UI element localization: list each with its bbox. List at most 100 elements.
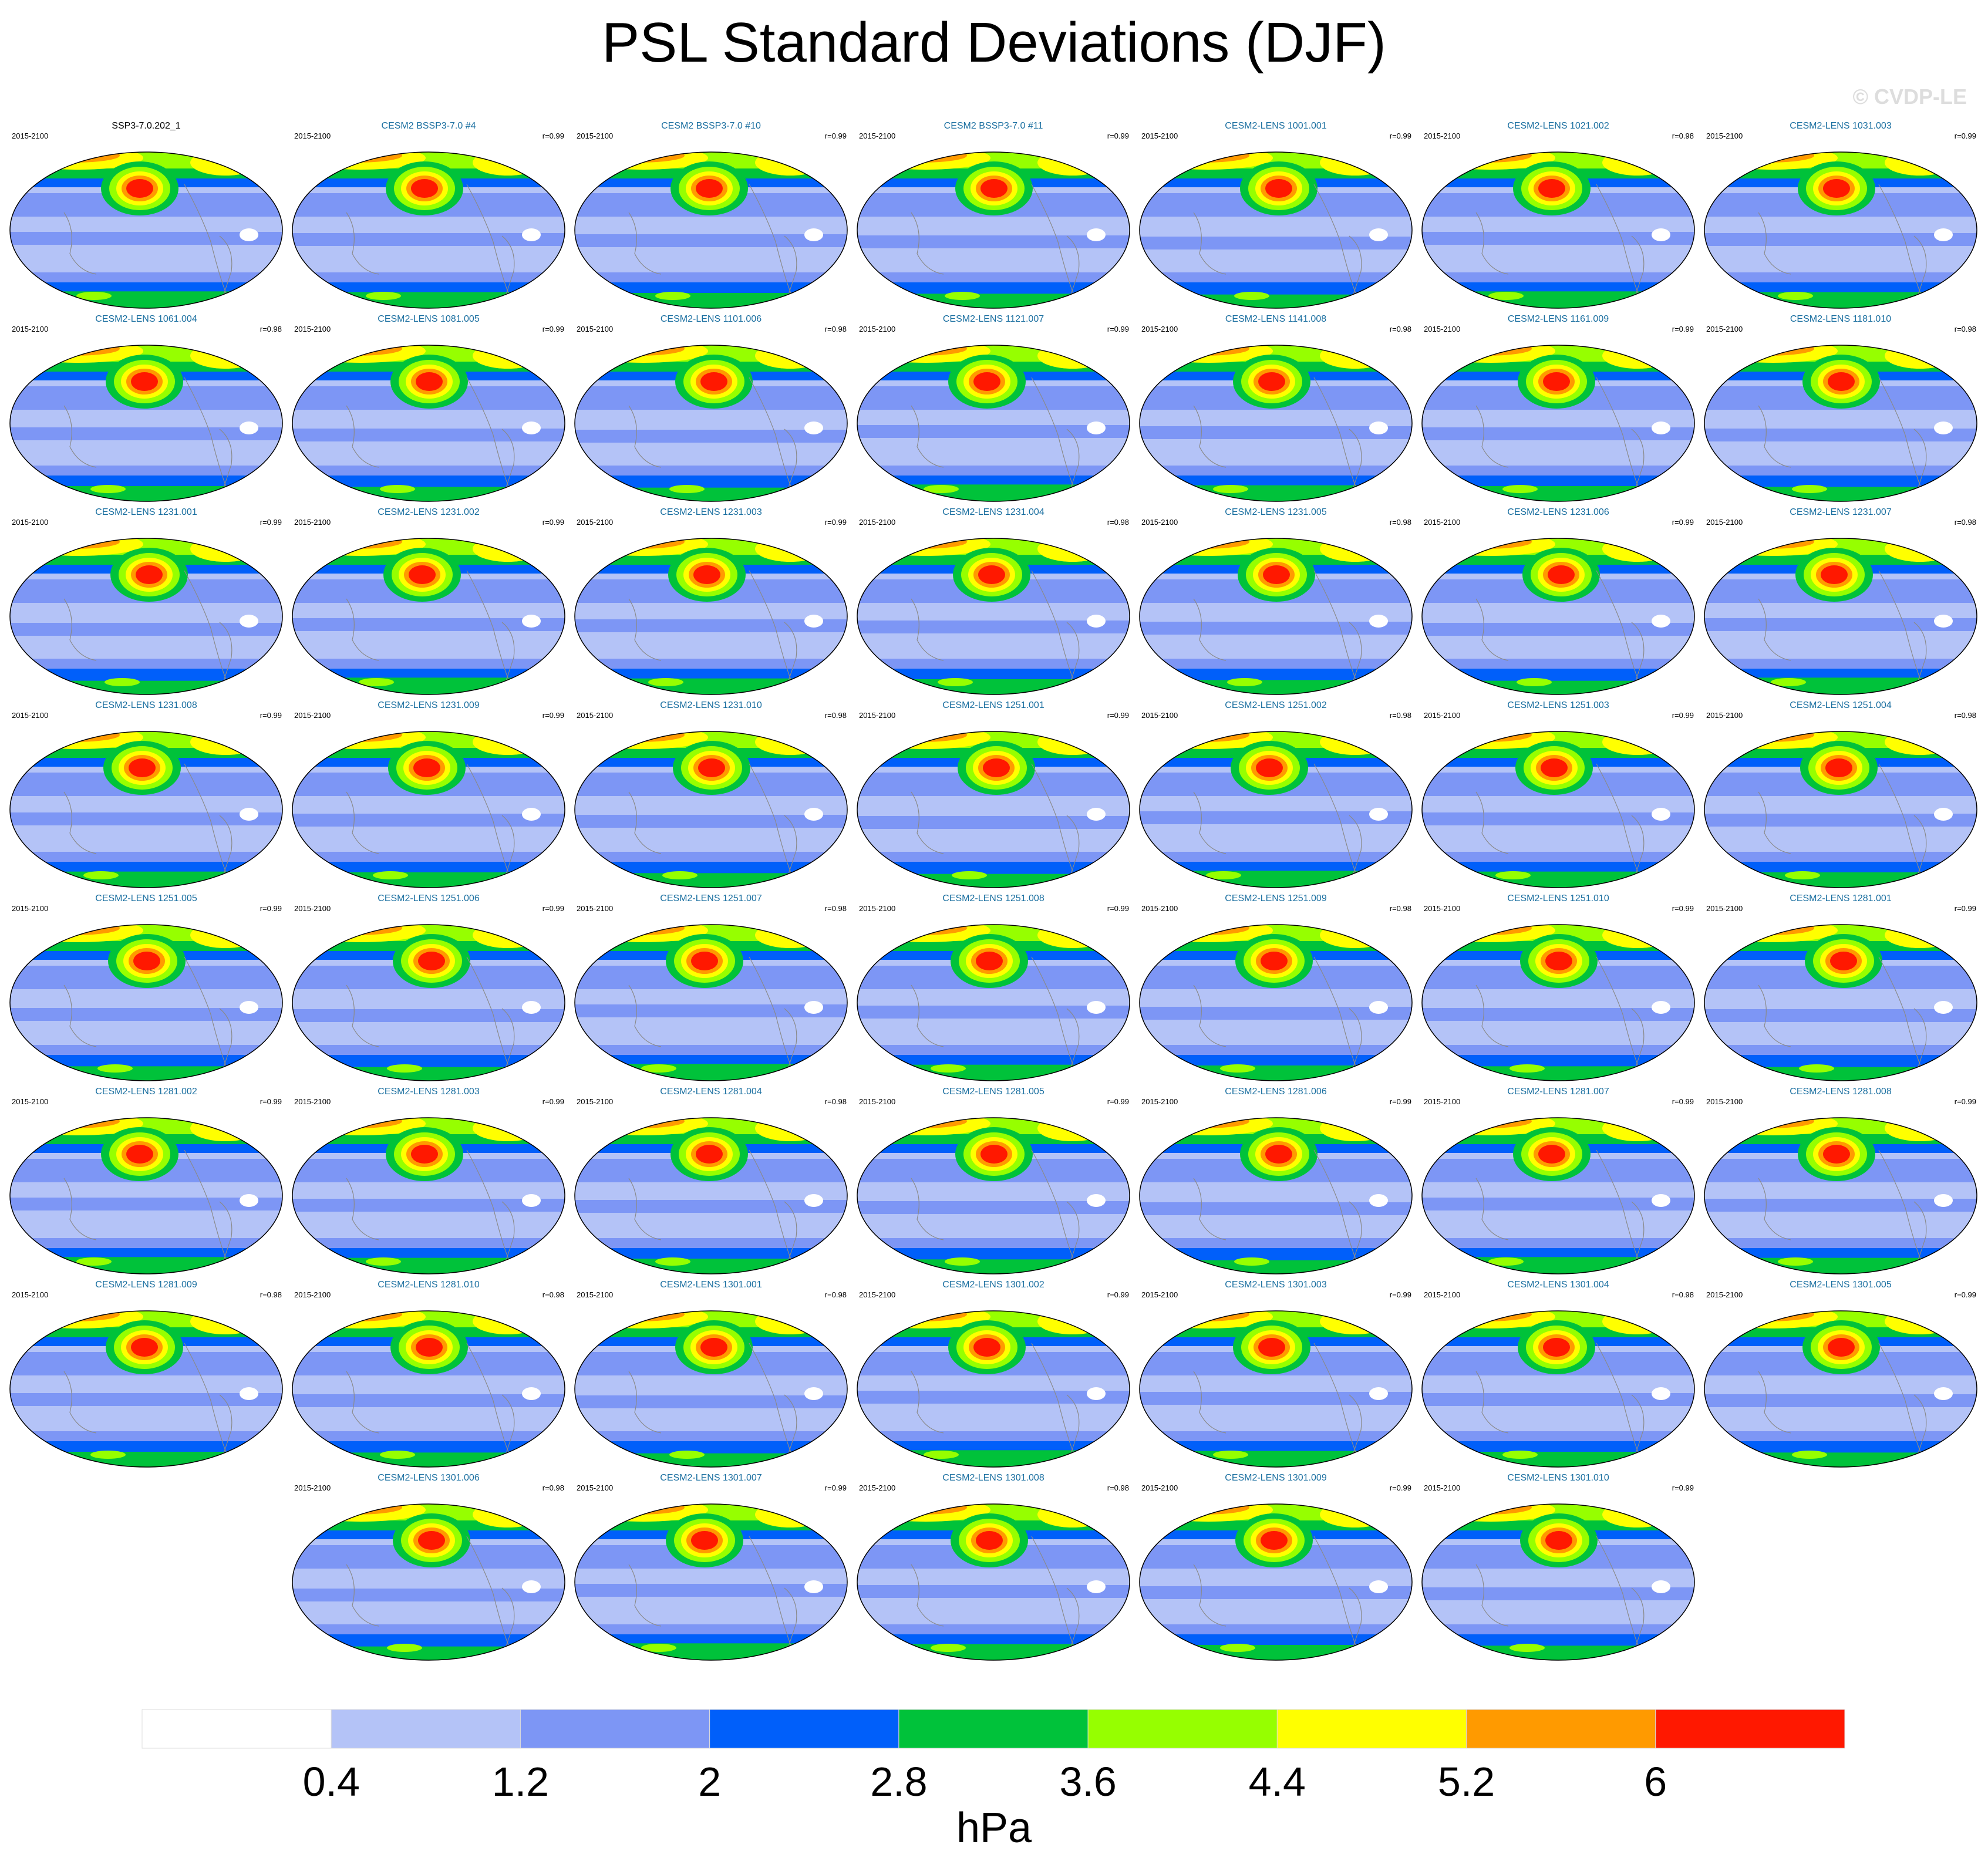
panel-years: 2015-2100: [1424, 1097, 1461, 1106]
panel-years: 2015-2100: [294, 904, 331, 913]
panel-title: CESM2-LENS 1251.002: [1225, 700, 1327, 710]
panel-years: 2015-2100: [294, 518, 331, 527]
psl-stddev-map: [1421, 731, 1695, 888]
map-panel: CESM2-LENS 1281.001 2015-2100 r=0.99: [1703, 891, 1979, 1085]
panel-title: CESM2 BSSP3-7.0 #4: [381, 121, 476, 131]
panel-pattern-correlation: r=0.99: [1672, 711, 1694, 720]
panel-pattern-correlation: r=0.99: [1954, 131, 1976, 140]
map-panel: CESM2-LENS 1231.006 2015-2100 r=0.99: [1420, 505, 1696, 699]
panel-years: 2015-2100: [859, 518, 896, 527]
map-panel: CESM2-LENS 1251.004 2015-2100 r=0.98: [1703, 698, 1979, 892]
colorbar-swatch: [331, 1709, 521, 1749]
panel-title: CESM2-LENS 1251.001: [942, 700, 1044, 710]
psl-stddev-map: [292, 731, 565, 888]
psl-stddev-map: [1139, 151, 1413, 309]
colorbar-swatch: [1466, 1709, 1656, 1749]
map-panel: CESM2 BSSP3-7.0 #11 2015-2100 r=0.99: [855, 119, 1131, 312]
panel-title: CESM2-LENS 1231.002: [378, 507, 480, 517]
colorbar-tick-label: 3.6: [1059, 1759, 1117, 1805]
panel-pattern-correlation: r=0.98: [1389, 325, 1411, 333]
panel-years: 2015-2100: [294, 1097, 331, 1106]
panel-years: 2015-2100: [859, 904, 896, 913]
psl-stddev-map: [1704, 538, 1977, 695]
map-panel: CESM2-LENS 1231.008 2015-2100 r=0.99: [8, 698, 284, 892]
panel-title: CESM2-LENS 1081.005: [378, 314, 480, 324]
panel-years: 2015-2100: [1141, 1483, 1178, 1492]
colorbar-tick-label: 2: [698, 1759, 722, 1805]
panel-title: CESM2-LENS 1251.007: [660, 893, 762, 903]
psl-stddev-map: [1421, 345, 1695, 502]
panel-years: 2015-2100: [859, 131, 896, 140]
map-panel: CESM2-LENS 1031.003 2015-2100 r=0.99: [1703, 119, 1979, 312]
panel-title: CESM2-LENS 1251.010: [1507, 893, 1609, 903]
panel-title: CESM2-LENS 1281.008: [1790, 1087, 1892, 1097]
panel-title: CESM2-LENS 1231.007: [1790, 507, 1892, 517]
map-panel: CESM2-LENS 1281.002 2015-2100 r=0.99: [8, 1084, 284, 1278]
map-panel: CESM2-LENS 1121.007 2015-2100 r=0.99: [855, 312, 1131, 505]
panel-pattern-correlation: r=0.99: [1672, 904, 1694, 913]
panel-title: CESM2-LENS 1301.010: [1507, 1473, 1609, 1483]
map-panel: CESM2-LENS 1251.006 2015-2100 r=0.99: [291, 891, 567, 1085]
map-panel: CESM2-LENS 1251.001 2015-2100 r=0.99: [855, 698, 1131, 892]
psl-stddev-map: [9, 345, 283, 502]
panel-years: 2015-2100: [12, 518, 49, 527]
panel-years: 2015-2100: [577, 131, 614, 140]
panel-years: 2015-2100: [1706, 904, 1743, 913]
map-panel: CESM2-LENS 1301.004 2015-2100 r=0.98: [1420, 1277, 1696, 1471]
panel-pattern-correlation: r=0.99: [1107, 131, 1129, 140]
psl-stddev-map: [1421, 924, 1695, 1081]
panel-years: 2015-2100: [577, 904, 614, 913]
panel-title: CESM2-LENS 1061.004: [95, 314, 197, 324]
map-panel: CESM2-LENS 1231.003 2015-2100 r=0.99: [573, 505, 849, 699]
panel-years: 2015-2100: [294, 1483, 331, 1492]
colorbar-swatch: [898, 1709, 1089, 1749]
colorbar-swatch: [141, 1709, 332, 1749]
panel-title: CESM2-LENS 1231.010: [660, 700, 762, 710]
panel-pattern-correlation: r=0.99: [1389, 131, 1411, 140]
psl-stddev-map: [9, 1310, 283, 1468]
panel-pattern-correlation: r=0.99: [542, 325, 564, 333]
panel-title: CESM2-LENS 1161.009: [1507, 314, 1609, 324]
panel-years: 2015-2100: [1424, 325, 1461, 333]
panel-pattern-correlation: r=0.99: [824, 1483, 847, 1492]
map-panel: CESM2-LENS 1231.007 2015-2100 r=0.98: [1703, 505, 1979, 699]
panel-years: 2015-2100: [294, 325, 331, 333]
panel-title: CESM2-LENS 1231.006: [1507, 507, 1609, 517]
panel-years: 2015-2100: [1141, 711, 1178, 720]
panel-title: CESM2-LENS 1281.009: [95, 1280, 197, 1290]
colorbar-units: hPa: [956, 1805, 1032, 1852]
colorbar-tick-label: 0.4: [302, 1759, 360, 1805]
panel-pattern-correlation: r=0.98: [824, 711, 847, 720]
map-panel: CESM2-LENS 1231.005 2015-2100 r=0.98: [1138, 505, 1414, 699]
map-panel: CESM2-LENS 1251.009 2015-2100 r=0.98: [1138, 891, 1414, 1085]
psl-stddev-map: [292, 151, 565, 309]
panel-title: CESM2-LENS 1231.009: [378, 700, 480, 710]
psl-stddev-map: [292, 1503, 565, 1661]
panel-years: 2015-2100: [859, 711, 896, 720]
panel-title: CESM2-LENS 1231.003: [660, 507, 762, 517]
panel-title: CESM2-LENS 1281.010: [378, 1280, 480, 1290]
panel-pattern-correlation: r=0.99: [1672, 1483, 1694, 1492]
panel-years: 2015-2100: [1424, 518, 1461, 527]
panel-years: 2015-2100: [12, 131, 49, 140]
psl-stddev-map: [292, 1117, 565, 1274]
panel-pattern-correlation: r=0.98: [1389, 904, 1411, 913]
panel-title: CESM2-LENS 1301.009: [1225, 1473, 1327, 1483]
panel-pattern-correlation: r=0.99: [542, 518, 564, 527]
map-panel: CESM2-LENS 1231.004 2015-2100 r=0.98: [855, 505, 1131, 699]
panel-years: 2015-2100: [1706, 131, 1743, 140]
panel-title: CESM2-LENS 1231.001: [95, 507, 197, 517]
map-panel: CESM2-LENS 1281.004 2015-2100 r=0.98: [573, 1084, 849, 1278]
map-panel: CESM2-LENS 1181.010 2015-2100 r=0.98: [1703, 312, 1979, 505]
map-panel: CESM2-LENS 1251.010 2015-2100 r=0.99: [1420, 891, 1696, 1085]
panel-years: 2015-2100: [1706, 518, 1743, 527]
map-panel: CESM2-LENS 1021.002 2015-2100 r=0.98: [1420, 119, 1696, 312]
panel-years: 2015-2100: [294, 711, 331, 720]
psl-stddev-map: [1139, 731, 1413, 888]
map-panel: CESM2-LENS 1161.009 2015-2100 r=0.99: [1420, 312, 1696, 505]
map-panel: CESM2-LENS 1231.010 2015-2100 r=0.98: [573, 698, 849, 892]
panel-title: CESM2-LENS 1101.006: [660, 314, 762, 324]
panel-pattern-correlation: r=0.98: [824, 1097, 847, 1106]
panel-pattern-correlation: r=0.99: [1389, 1483, 1411, 1492]
panel-pattern-correlation: r=0.98: [824, 325, 847, 333]
